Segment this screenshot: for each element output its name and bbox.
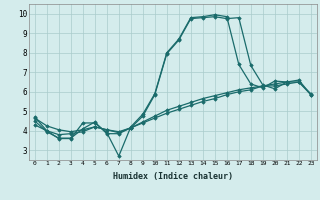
X-axis label: Humidex (Indice chaleur): Humidex (Indice chaleur) bbox=[113, 172, 233, 181]
